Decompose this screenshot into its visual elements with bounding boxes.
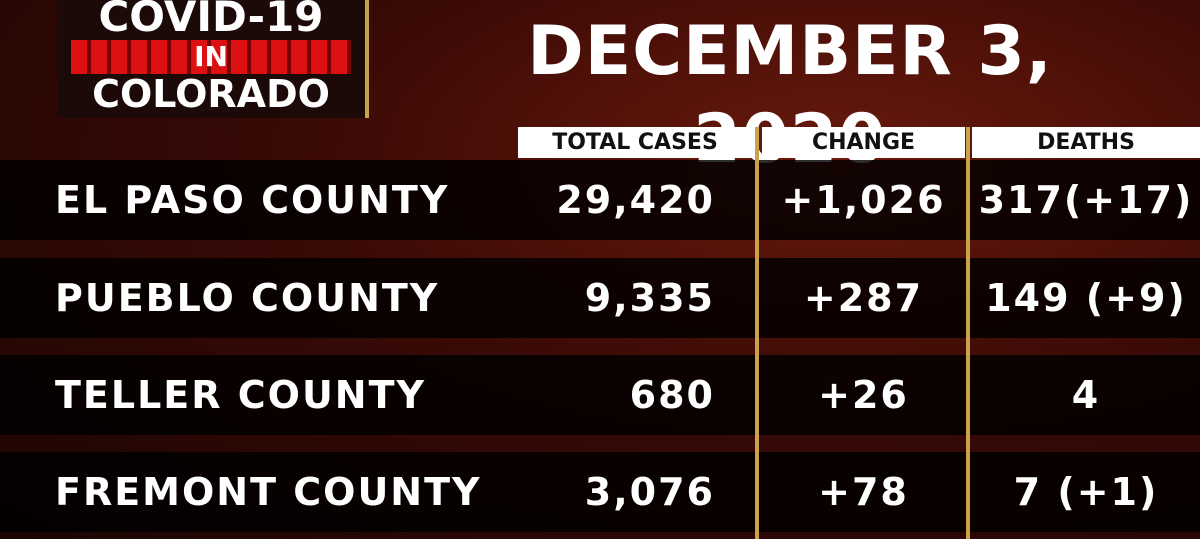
logo-line: COLORADO [92,72,330,116]
table-cell: 4 [1071,373,1101,417]
table-cell: 29,420 [556,178,715,222]
table-cell: +26 [818,373,909,417]
logo-bar [71,40,351,74]
divider [365,0,369,118]
row-band [0,258,1200,338]
county-name: TELLER COUNTY [55,373,427,417]
column-header: TOTAL CASES [518,127,752,158]
column-header: CHANGE [762,127,965,158]
logo: COVID-19 IN COLORADO [57,0,365,118]
divider [755,127,759,539]
county-name: FREMONT COUNTY [55,470,482,514]
table-cell: +287 [803,276,924,320]
table-cell: +1,026 [781,178,946,222]
row-band [0,452,1200,532]
logo-line: IN [194,40,228,73]
county-name: EL PASO COUNTY [55,178,450,222]
table-cell: 9,335 [584,276,715,320]
divider [966,127,970,539]
table-cell: 7 (+1) [1013,470,1159,514]
logo-line: COVID-19 [98,0,324,41]
row-band [0,355,1200,435]
county-name: PUEBLO COUNTY [55,276,440,320]
table-cell: 317(+17) [978,178,1194,222]
table-cell: 149 (+9) [985,276,1187,320]
table-cell: 3,076 [584,470,715,514]
column-header: DEATHS [972,127,1200,158]
title: DECEMBER 3, 2020 [527,12,1053,179]
row-band [0,160,1200,240]
table-cell: 680 [629,373,715,417]
table-cell: +78 [818,470,909,514]
